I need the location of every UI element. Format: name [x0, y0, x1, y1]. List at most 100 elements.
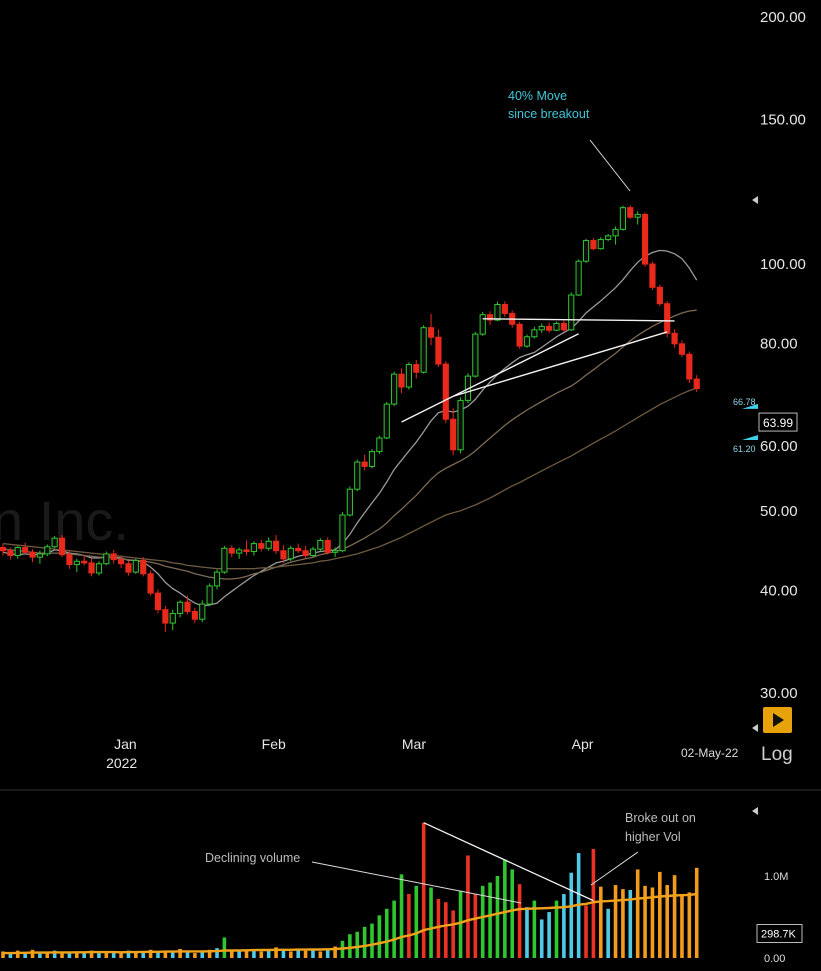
- annotation-pointer: [311, 861, 522, 904]
- candle-body: [641, 213, 649, 265]
- volume-bar: [598, 886, 603, 958]
- volume-bar: [266, 949, 271, 958]
- volume-bar: [237, 951, 241, 958]
- volume-tick-label: 1.0M: [764, 871, 788, 883]
- volume-bar: [126, 950, 131, 958]
- candle-body: [206, 585, 213, 605]
- annotation-text: Declining volume: [205, 851, 300, 865]
- volume-bar: [111, 952, 116, 958]
- volume-bar: [458, 890, 463, 958]
- volume-moving-average: [3, 892, 697, 955]
- volume-bar: [421, 822, 426, 958]
- candle-body: [590, 240, 597, 250]
- volume-bar: [244, 950, 249, 958]
- volume-bar: [362, 926, 367, 958]
- volume-bar: [429, 887, 433, 958]
- moving-average-line: [2, 387, 697, 570]
- volume-bars: [1, 822, 699, 958]
- trendline: [482, 318, 675, 322]
- x-tick-label: Jan: [114, 736, 137, 752]
- volume-bar: [672, 875, 677, 958]
- candle-body: [405, 364, 412, 388]
- volume-bar: [311, 948, 315, 958]
- volume-bar: [141, 952, 146, 958]
- candle-body: [58, 537, 66, 556]
- volume-axis: 1.0M 0.00 298.7K: [752, 807, 803, 965]
- volume-bar: [355, 931, 360, 958]
- candle-body: [280, 550, 287, 560]
- volume-bar: [377, 915, 382, 958]
- candles: [0, 205, 700, 633]
- volume-bar: [52, 950, 57, 958]
- candle-body: [376, 437, 383, 453]
- volume-bar: [348, 934, 352, 958]
- price-trendlines: [401, 318, 675, 423]
- volume-bar: [333, 946, 337, 958]
- price-axis: 200.00 150.00 100.00 80.00 60.00 50.00 40.00 30…: [733, 9, 806, 732]
- candle-body: [81, 560, 88, 564]
- candle-body: [605, 235, 612, 241]
- volume-moving-average-line: [3, 892, 697, 955]
- candle-body: [612, 228, 619, 237]
- candle-body: [479, 314, 486, 335]
- scroll-to-latest-button[interactable]: [763, 707, 792, 733]
- volume-bar: [687, 892, 692, 958]
- volume-bar: [30, 949, 35, 958]
- candle-body: [442, 363, 449, 420]
- ma-marker-icon: [742, 403, 758, 409]
- volume-bar: [621, 889, 625, 958]
- volume-bar: [207, 949, 212, 958]
- volume-bar: [45, 951, 50, 958]
- volume-bar: [407, 894, 411, 958]
- volume-bar: [75, 951, 79, 958]
- volume-bar: [650, 887, 655, 958]
- volume-bar: [163, 950, 168, 958]
- candle-body: [0, 547, 7, 552]
- volume-bar: [554, 900, 559, 958]
- volume-bar: [584, 905, 588, 958]
- volume-bar: [658, 871, 662, 958]
- log-scale-toggle[interactable]: Log: [761, 744, 793, 765]
- year-label: 2022: [106, 755, 137, 771]
- volume-bar: [289, 951, 293, 958]
- candle-body: [634, 213, 641, 218]
- candle-body: [457, 399, 464, 451]
- volume-bar: [384, 908, 389, 958]
- moving-average-line: [2, 309, 697, 580]
- volume-bar: [473, 894, 478, 958]
- candle-body: [51, 537, 58, 548]
- volume-trendline: [423, 822, 594, 902]
- candle-body: [560, 322, 567, 331]
- volume-bar: [495, 876, 500, 958]
- axis-marker-icon: [752, 196, 758, 204]
- trendline: [401, 333, 579, 423]
- candle-body: [656, 286, 663, 305]
- price-annotations: 40% Move since breakout: [508, 89, 631, 192]
- candle-body: [516, 323, 523, 347]
- candle-body: [309, 548, 317, 557]
- x-tick-label: Mar: [402, 736, 426, 752]
- volume-bar: [525, 907, 529, 958]
- volume-bar: [444, 902, 448, 958]
- candle-body: [191, 611, 198, 620]
- price-grid: n Inc.: [0, 489, 821, 791]
- volume-bar: [15, 950, 20, 958]
- volume-bar: [591, 848, 596, 958]
- candle-body: [678, 343, 686, 355]
- volume-bar: [82, 952, 86, 958]
- volume-bar: [517, 884, 522, 958]
- annotation-text: Broke out on: [625, 811, 696, 825]
- volume-bar: [488, 882, 492, 958]
- candle-body: [302, 550, 309, 557]
- candle-body: [582, 240, 590, 262]
- candle-body: [450, 418, 457, 451]
- candle-body: [486, 314, 494, 321]
- volume-bar: [451, 910, 455, 958]
- candle-body: [420, 327, 427, 373]
- annotation-text: higher Vol: [625, 830, 681, 844]
- y-tick-label: 50.00: [760, 503, 798, 520]
- candle-body: [14, 547, 21, 557]
- candle-body: [324, 539, 331, 553]
- candle-body: [110, 553, 117, 561]
